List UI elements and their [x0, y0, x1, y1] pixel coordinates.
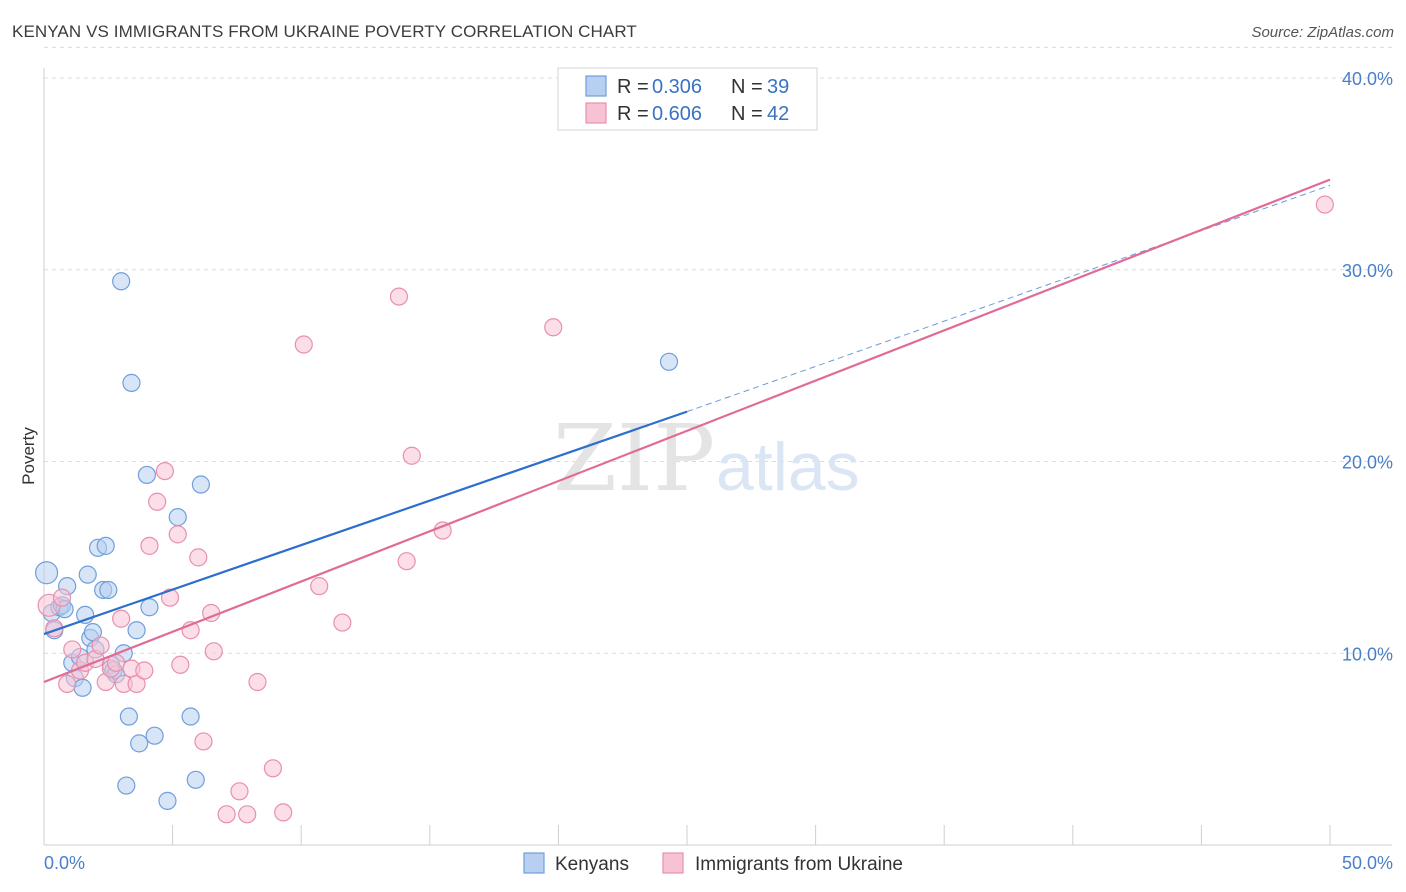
kenyans-point-31	[145, 726, 164, 745]
y-axis-label: Poverty	[19, 427, 38, 485]
bottom-legend-ukraine: Immigrants from Ukraine	[695, 854, 903, 875]
ukraine-point-12	[112, 609, 131, 628]
trend-lines	[43, 178, 1331, 684]
bottom-legend-swatch-kenyans	[523, 852, 545, 874]
kenyans-point-28	[130, 734, 149, 753]
ukraine-point-15	[127, 674, 146, 694]
ukraine-point-22	[171, 655, 190, 674]
source-label: Source: ZipAtlas.com	[1251, 24, 1394, 41]
kenyans-point-37	[659, 352, 679, 371]
y-tick-label-1: 20.0%	[1342, 453, 1393, 473]
kenyans-point-33	[168, 508, 187, 527]
ukraine-point-21	[168, 525, 187, 544]
kenyans-point-30	[140, 598, 159, 617]
ukraine-point-20	[160, 588, 180, 607]
x-tick-max: 50.0%	[1342, 853, 1393, 873]
legend-swatch-kenyans	[585, 75, 607, 97]
ukraine-point-42	[1315, 195, 1334, 214]
legend-r-label-2: R =	[617, 103, 649, 125]
ukraine-point-39	[402, 446, 421, 465]
ukraine-point-18	[148, 492, 167, 511]
legend-r-value-1: 0.306	[652, 76, 702, 98]
kenyans-trend-line	[43, 410, 688, 636]
ukraine-point-31	[248, 672, 267, 692]
watermark-atlas: atlas	[716, 429, 860, 505]
ukraine-point-30	[238, 805, 257, 824]
axes	[43, 68, 1392, 846]
ukraine-point-25	[194, 732, 213, 751]
data-points	[34, 195, 1334, 824]
ukraine-point-4	[63, 640, 82, 659]
ukraine-point-37	[389, 287, 409, 306]
kenyans-point-25	[119, 707, 138, 726]
legend-swatch-ukraine	[585, 102, 607, 124]
gridlines	[44, 46, 1392, 654]
watermark-zip: ZIP	[553, 405, 715, 512]
bottom-legend-kenyans: Kenyans	[555, 854, 629, 875]
kenyans-point-9	[73, 678, 92, 697]
ukraine-point-29	[230, 782, 249, 801]
ukraine-point-34	[294, 335, 313, 354]
watermark: ZIP atlas	[553, 405, 860, 512]
kenyans-point-35	[186, 770, 205, 789]
kenyans-point-34	[181, 707, 200, 726]
ukraine-point-27	[204, 642, 223, 661]
legend-n-value-2: 42	[767, 103, 789, 125]
bottom-legend: Kenyans Immigrants from Ukraine	[523, 852, 903, 875]
y-tick-label-3: 40.0%	[1342, 69, 1393, 89]
ukraine-point-36	[333, 613, 352, 632]
ukraine-point-41	[544, 318, 563, 337]
kenyans-point-22	[112, 272, 131, 291]
y-tick-label-0: 10.0%	[1342, 644, 1393, 664]
kenyans-point-17	[96, 536, 115, 555]
chart-title: KENYAN VS IMMIGRANTS FROM UKRAINE POVERT…	[12, 22, 637, 41]
ukraine-point-19	[155, 461, 174, 481]
kenyans-point-0	[34, 561, 59, 585]
kenyans-point-11	[78, 565, 97, 584]
ukraine-point-3	[58, 674, 77, 694]
ukraine-point-28	[217, 805, 236, 824]
kenyans-point-18	[99, 580, 118, 600]
ukraine-point-8	[91, 636, 110, 655]
ukraine-point-35	[310, 577, 329, 596]
bottom-legend-swatch-ukraine	[662, 852, 684, 874]
ukraine-point-24	[189, 548, 208, 567]
legend-n-label-1: N =	[731, 76, 763, 98]
kenyans-point-26	[122, 373, 141, 392]
legend-n-label-2: N =	[731, 103, 763, 125]
ukraine-trend-line	[43, 178, 1331, 684]
ukraine-point-2	[52, 588, 72, 607]
legend-r-label-1: R =	[617, 76, 649, 98]
ukraine-point-16	[135, 661, 154, 680]
kenyans-point-27	[127, 621, 146, 640]
legend-r-value-2: 0.606	[652, 103, 702, 125]
ukraine-point-17	[140, 536, 159, 555]
y-tick-label-2: 30.0%	[1342, 261, 1393, 281]
legend-n-value-1: 39	[767, 76, 789, 98]
kenyans-point-24	[117, 776, 136, 795]
kenyans-point-32	[158, 791, 177, 810]
ukraine-point-33	[274, 803, 293, 822]
kenyans-point-36	[191, 475, 210, 494]
legend-box: R = 0.306 N = 39 R = 0.606 N = 42	[557, 67, 818, 131]
x-tick-min: 0.0%	[44, 853, 85, 873]
kenyans-point-29	[137, 465, 156, 485]
kenyans-point-13	[83, 623, 102, 642]
kenyans-trend-extension	[686, 184, 1331, 413]
ukraine-point-32	[263, 759, 283, 778]
ukraine-point-38	[397, 552, 416, 571]
y-tick-labels: 10.0% 20.0% 30.0% 40.0%	[1342, 69, 1393, 664]
